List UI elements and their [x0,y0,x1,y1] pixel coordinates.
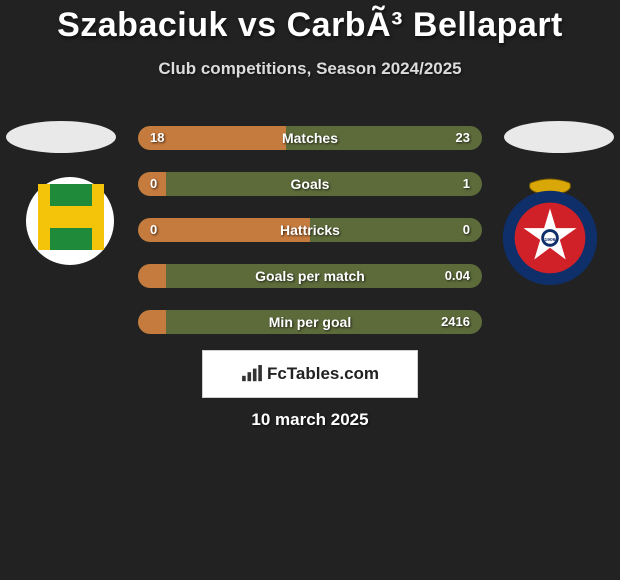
player-photo-right-placeholder [504,121,614,153]
bar-chart-icon [241,365,263,383]
stat-label: Goals per match [138,264,482,288]
stat-fill-left [138,172,166,196]
stat-label: Min per goal [138,310,482,334]
stats-container: Matches1823Goals01Hattricks00Goals per m… [138,126,482,356]
svg-text:1906: 1906 [545,237,556,243]
stat-fill-left [138,310,166,334]
page-title: Szabaciuk vs CarbÃ³ Bellapart [0,0,620,45]
stat-label: Goals [138,172,482,196]
player-photo-left-placeholder [6,121,116,153]
club-crest-right: 1906 [496,178,604,288]
stat-fill-left [138,218,310,242]
stat-row: Matches1823 [138,126,482,150]
stat-row: Goals per match0.04 [138,264,482,288]
stat-value-right: 23 [456,126,470,150]
stat-row: Hattricks00 [138,218,482,242]
brand-card[interactable]: FcTables.com [202,350,418,398]
stat-row: Min per goal2416 [138,310,482,334]
club-crest-left [20,176,120,266]
subtitle: Club competitions, Season 2024/2025 [0,59,620,79]
stat-row: Goals01 [138,172,482,196]
date-label: 10 march 2025 [0,410,620,430]
brand-text: FcTables.com [267,364,379,384]
stat-value-right: 1 [463,172,470,196]
stat-fill-left [138,264,166,288]
stat-value-right: 0.04 [445,264,470,288]
stat-fill-left [138,126,286,150]
stat-value-right: 0 [463,218,470,242]
stat-value-right: 2416 [441,310,470,334]
